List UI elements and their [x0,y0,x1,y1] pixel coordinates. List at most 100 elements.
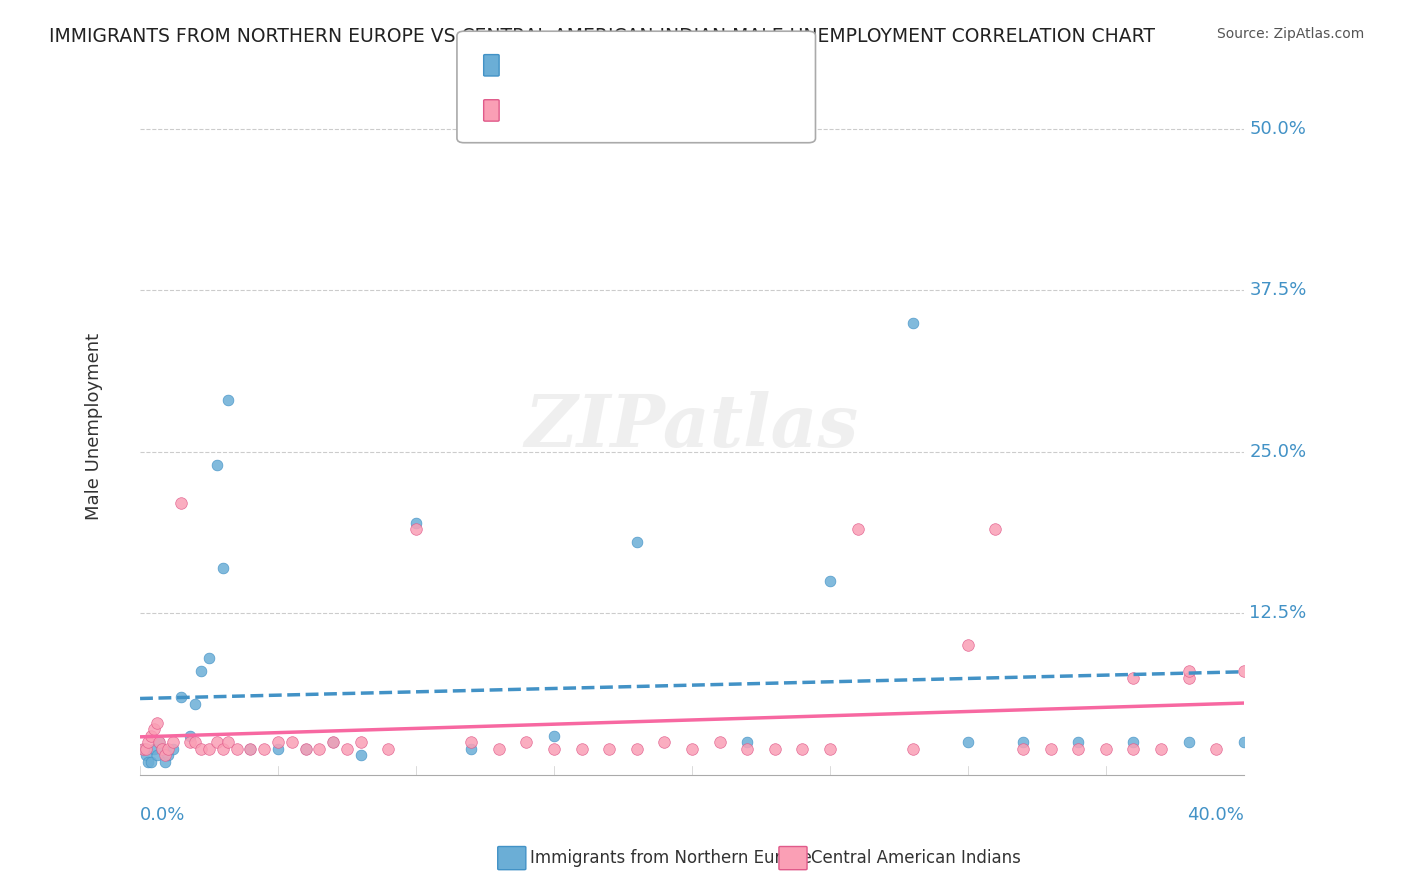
Text: IMMIGRANTS FROM NORTHERN EUROPE VS CENTRAL AMERICAN INDIAN MALE UNEMPLOYMENT COR: IMMIGRANTS FROM NORTHERN EUROPE VS CENTR… [49,27,1156,45]
Point [1012,735,1035,749]
Point [1122,735,1144,749]
Point [294,741,316,756]
Point [1177,735,1199,749]
Point [150,741,173,756]
Point [308,741,330,756]
Point [156,741,179,756]
Point [135,741,157,756]
Point [184,735,207,749]
Point [1067,741,1090,756]
Point [846,522,869,536]
Point [460,735,482,749]
Point [281,735,304,749]
Point [139,755,162,769]
Point [598,741,620,756]
Point [190,741,212,756]
Text: Source: ZipAtlas.com: Source: ZipAtlas.com [1216,27,1364,41]
Point [148,735,170,749]
Point [132,741,155,756]
Point [901,316,924,330]
Point [138,735,160,749]
Point [170,690,193,705]
Point [253,741,276,756]
Point [681,741,703,756]
Point [571,741,593,756]
Point [984,522,1007,536]
Point [267,735,290,749]
Point [901,741,924,756]
Point [654,735,676,749]
Point [460,741,482,756]
Point [350,748,373,763]
Point [1177,665,1199,679]
Point [145,748,167,763]
Point [145,715,167,730]
Point [818,741,841,756]
Text: 50.0%: 50.0% [1250,120,1306,138]
Point [956,639,979,653]
Point [170,496,193,510]
Point [139,729,162,743]
Text: R = 0.372: R = 0.372 [503,55,593,73]
Point [217,735,239,749]
Point [735,741,758,756]
Text: Male Unemployment: Male Unemployment [84,333,103,519]
Point [1122,741,1144,756]
Text: Immigrants from Northern Europe: Immigrants from Northern Europe [530,849,811,867]
Point [225,741,247,756]
Point [162,741,184,756]
Point [207,458,229,472]
Point [142,741,165,756]
Point [818,574,841,588]
Point [190,665,212,679]
Point [543,741,565,756]
Point [156,748,179,763]
Point [198,741,221,756]
Text: 0.0%: 0.0% [141,806,186,824]
Point [135,748,157,763]
Point [207,735,229,749]
Point [1233,735,1256,749]
Point [709,735,731,749]
Point [405,516,427,530]
Point [405,522,427,536]
Point [211,741,233,756]
Point [1205,741,1227,756]
Point [239,741,262,756]
Text: ZIPatlas: ZIPatlas [524,391,859,461]
Point [217,393,239,408]
Text: N = 60: N = 60 [595,101,658,119]
Point [132,741,155,756]
Point [1233,665,1256,679]
Point [377,741,399,756]
Point [792,741,814,756]
Point [239,741,262,756]
Point [626,741,648,756]
Point [515,735,537,749]
Text: Central American Indians: Central American Indians [811,849,1021,867]
Point [322,735,344,749]
Point [153,748,176,763]
Point [1012,741,1035,756]
Point [153,755,176,769]
Point [956,735,979,749]
Point [162,735,184,749]
Point [184,697,207,711]
Text: 40.0%: 40.0% [1187,806,1244,824]
Point [735,735,758,749]
Point [198,651,221,665]
Point [211,561,233,575]
Point [322,735,344,749]
Point [336,741,359,756]
Point [763,741,786,756]
Point [294,741,316,756]
Point [543,729,565,743]
Point [1150,741,1173,756]
Text: N = 37: N = 37 [595,55,658,73]
Point [138,755,160,769]
Point [1122,671,1144,685]
Point [148,735,170,749]
Point [1095,741,1118,756]
Point [142,723,165,737]
Point [350,735,373,749]
